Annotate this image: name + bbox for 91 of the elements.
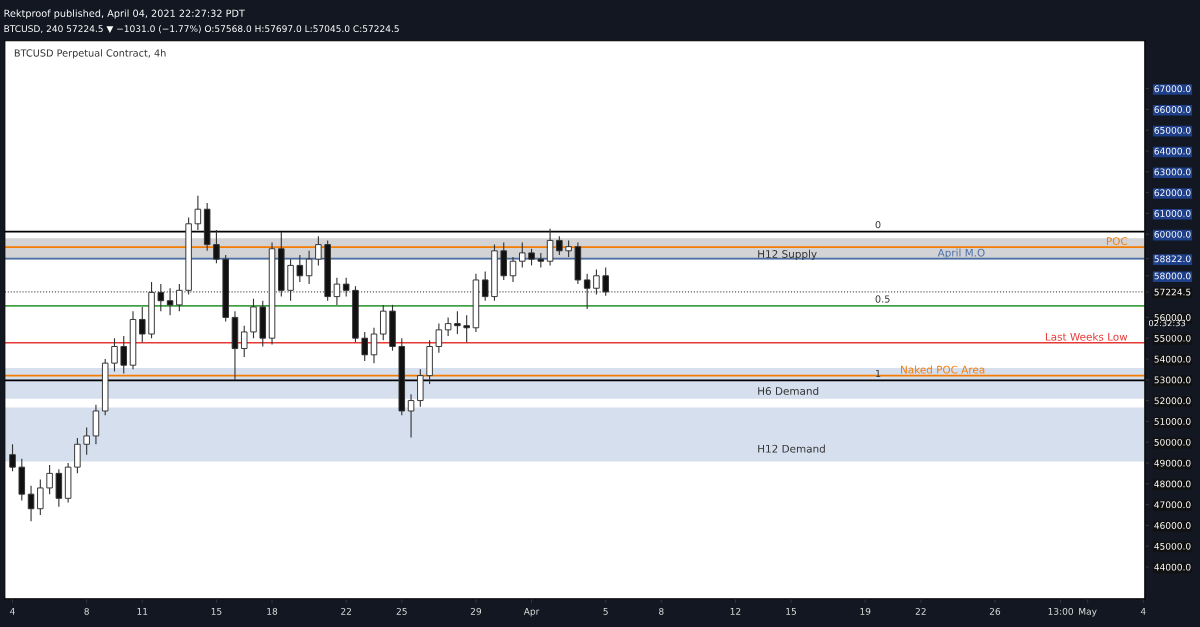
candlestick: [333, 277, 341, 306]
candlestick: [83, 427, 90, 456]
candlestick: [556, 235, 563, 256]
candlestick: [361, 331, 368, 362]
ref-line-label: April M.O: [937, 248, 985, 259]
candlestick: [166, 287, 174, 316]
x-tick-label: 22: [341, 607, 352, 615]
y-tick-label: 52000.0: [1154, 397, 1191, 405]
annotation: 1: [876, 369, 881, 377]
candlestick: [37, 479, 44, 516]
y-tick-label: 51000.0: [1154, 418, 1191, 425]
band-label: H12 Demand: [758, 444, 825, 453]
x-tick-label: 12: [730, 607, 741, 615]
candlestick: [407, 393, 415, 438]
x-tick-label: 8: [84, 607, 89, 615]
ref-line-label: POC: [1106, 237, 1128, 246]
annotation: 0.5: [875, 295, 890, 303]
candlestick: [435, 323, 443, 354]
text: Rektproof published, April 04, 2021 22:27:32 PDT: [4, 9, 245, 19]
candlestick: [315, 235, 322, 266]
y-tick-label: 49000.0: [1154, 459, 1191, 467]
candlestick: [46, 464, 53, 495]
y-tick-label: 44000.0: [1154, 563, 1191, 571]
candlestick: [157, 283, 165, 312]
y-tick-label: 65000.0: [1154, 126, 1191, 134]
y-tick-label: 64000.0: [1154, 147, 1191, 155]
x-tick-label: 18: [267, 607, 278, 615]
y-tick-label: 48000.0: [1154, 480, 1191, 488]
candlestick: [176, 283, 183, 312]
candlestick: [111, 337, 118, 373]
y-tick-label: 55000.0: [1154, 334, 1191, 342]
x-tick-label: 11: [137, 608, 148, 615]
x-tick-label: 4: [10, 608, 15, 615]
candlestick: [342, 277, 350, 298]
y-tick-label: 54000.0: [1154, 355, 1191, 363]
x-tick-label: 8: [659, 607, 664, 615]
candlestick: [444, 316, 452, 337]
candlestick: [454, 310, 461, 335]
text: 02:32:33: [1148, 319, 1186, 327]
y-tick-label: 47000.0: [1154, 501, 1191, 509]
text: BTCUSD, 240 57224.5 ▼ −1031.0 (−1.77%) O:57568.0 H:57697.0 L:57045.0 C:57224.5: [4, 25, 399, 34]
x-tick-label: 22: [915, 607, 926, 615]
candlestick: [139, 306, 146, 343]
candlestick: [370, 327, 378, 364]
candlestick: [74, 437, 81, 474]
candlestick: [240, 325, 248, 358]
y-tick-label: 63000.0: [1154, 168, 1191, 176]
candlestick: [481, 271, 489, 302]
candlestick: [9, 443, 16, 472]
x-tick-label: 15: [786, 608, 797, 615]
x-tick-label: 25: [396, 607, 407, 615]
x-tick-label: 29: [470, 607, 482, 615]
candlestick: [296, 254, 304, 283]
annotation: 0: [875, 220, 881, 229]
y-tick-label: 60000.0: [1154, 230, 1191, 238]
candlestick: [463, 314, 470, 343]
candlestick: [194, 195, 202, 231]
y-tick-label: 67000.0: [1154, 85, 1191, 93]
x-tick-label: 26: [989, 607, 1001, 615]
x-tick-label: Apr: [523, 608, 540, 617]
y-tick-label: 62000.0: [1154, 189, 1191, 197]
candlestick: [305, 250, 313, 285]
candlestick: [546, 228, 554, 266]
y-tick-label: 57224.5: [1154, 288, 1191, 296]
y-tick-label: 58000.0: [1154, 272, 1191, 280]
y-tick-label: 66000.0: [1154, 106, 1191, 113]
text: BTCUSD Perpetual Contract, 4h: [14, 49, 166, 59]
candlestick: [583, 273, 591, 310]
y-tick-label: 56000.0: [1154, 314, 1191, 321]
y-tick-label: 46000.0: [1154, 522, 1191, 529]
y-tick-label: 45000.0: [1154, 542, 1191, 550]
x-tick-label: 4: [1140, 608, 1146, 615]
candlestick: [519, 241, 526, 269]
candlestick: [602, 266, 609, 297]
x-tick-label: 19: [860, 607, 871, 615]
band-label: H6 Demand: [758, 386, 819, 395]
y-tick-label: 58822.0: [1154, 255, 1191, 263]
y-tick-label: 50000.0: [1154, 438, 1191, 446]
candlestick: [379, 304, 387, 341]
candlestick: [593, 268, 600, 296]
ref-line-label: Naked POC Area: [901, 365, 985, 374]
ref-line-label: Last Weeks Low: [1045, 332, 1128, 341]
x-tick-label: 13:00: [1048, 607, 1074, 615]
candlestick: [213, 229, 220, 264]
x-tick-label: May: [1079, 608, 1097, 617]
band-label: H12 Supply: [758, 249, 817, 260]
y-tick-label: 61000.0: [1154, 210, 1191, 217]
y-tick-label: 53000.0: [1154, 376, 1191, 384]
candlestick: [120, 335, 128, 375]
x-tick-label: 15: [211, 608, 222, 615]
x-tick-label: 5: [603, 608, 608, 615]
